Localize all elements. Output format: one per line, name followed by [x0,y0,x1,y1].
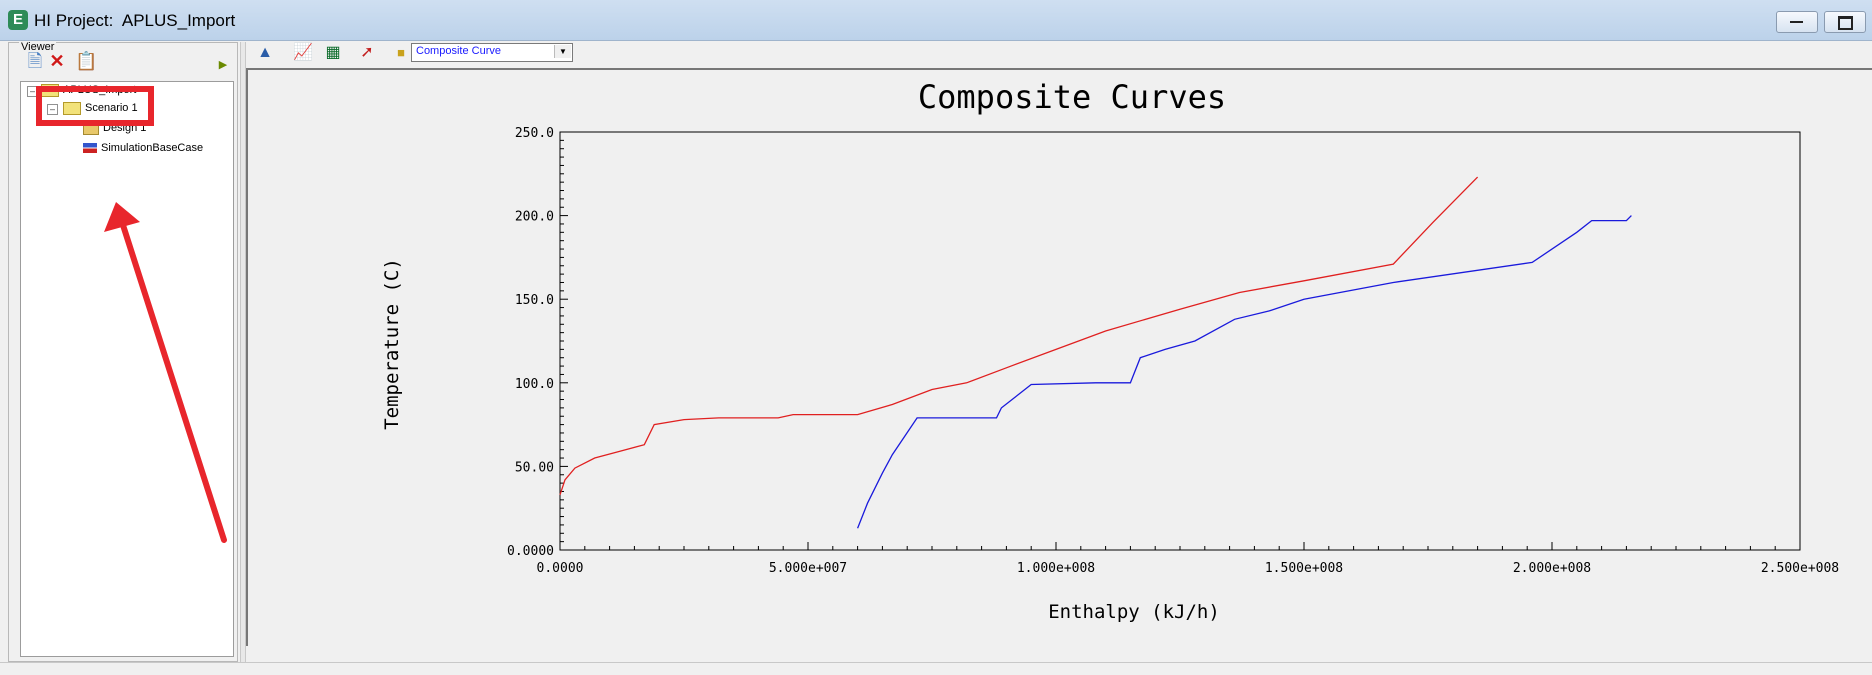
edit-chart-icon[interactable]: 📈 [293,44,313,61]
maximize-icon [1838,16,1853,30]
x-tick-label: 1.500e+008 [1265,561,1343,576]
x-tick-label: 2.000e+008 [1513,561,1591,576]
cold-composite-curve [856,215,1632,529]
y-tick-label: 250.0 [515,126,554,141]
y-tick-label: 200.0 [515,210,554,225]
table-icon[interactable]: ▦ [325,44,341,61]
status-bar [0,662,1872,675]
play-arrow-icon[interactable]: ▶ [218,59,228,71]
y-tick-label: 0.0000 [507,544,554,559]
copy-icon[interactable]: 📋 [75,51,98,71]
viewer-panel: Viewer 🗎 ✕ 📋 ▶ – APLUS_Import – Scenario… [8,41,238,662]
minimize-icon [1790,21,1803,23]
panel-splitter[interactable] [240,42,246,662]
x-tick-label: 5.000e+007 [769,561,847,576]
simulation-case-icon [83,143,97,154]
project-tree: – APLUS_Import – Scenario 1 Design 1 Sim… [20,81,234,657]
highlight-box [36,86,154,126]
chart-title: Composite Curves [918,78,1226,116]
delete-x-icon[interactable]: ✕ [49,51,65,71]
chevron-down-icon[interactable]: ▼ [554,45,571,58]
composite-curves-chart: Composite Curves Enthalpy (kJ/h) Tempera… [381,78,1839,623]
viewer-label: Viewer [19,41,57,53]
app-e-icon: E [8,10,28,30]
curve-edit-icon[interactable]: ➚ [360,44,374,61]
y-tick-label: 50.00 [515,460,554,475]
run-icon[interactable]: ▲ [257,44,273,61]
minimize-button[interactable] [1776,11,1818,33]
chart-panel: Composite Curves Enthalpy (kJ/h) Tempera… [246,68,1872,646]
chart-type-select[interactable]: Composite Curve ▼ [411,43,573,62]
x-tick-label: 1.000e+008 [1017,561,1095,576]
folder-icon [63,101,81,115]
scenario-collapse-icon[interactable]: – [47,104,58,115]
window-title: HI Project: APLUS_Import [34,11,236,30]
y-tick-label: 100.0 [515,377,554,392]
tree-item-scenario[interactable]: Scenario 1 [63,100,138,116]
x-tick-label: 2.500e+008 [1761,561,1839,576]
folder-icon[interactable]: ■ [397,45,405,60]
tree-item-simulation[interactable]: SimulationBaseCase [83,140,203,156]
y-tick-label: 150.0 [515,293,554,308]
x-axis-label: Enthalpy (kJ/h) [1048,601,1220,623]
annotation-arrow [104,202,227,543]
hot-composite-curve [559,176,1479,496]
plot-area [559,131,1801,551]
tree-scenario-label: Scenario 1 [85,102,138,114]
maximize-button[interactable] [1824,11,1866,33]
tree-simulation-label: SimulationBaseCase [101,142,204,154]
chart-type-value: Composite Curve [416,45,501,57]
y-axis-label: Temperature (C) [381,258,403,430]
new-document-icon[interactable]: 🗎 [27,51,43,71]
x-tick-label: 0.0000 [537,561,584,576]
window-title-bar: E HI Project: APLUS_Import [0,0,1872,41]
